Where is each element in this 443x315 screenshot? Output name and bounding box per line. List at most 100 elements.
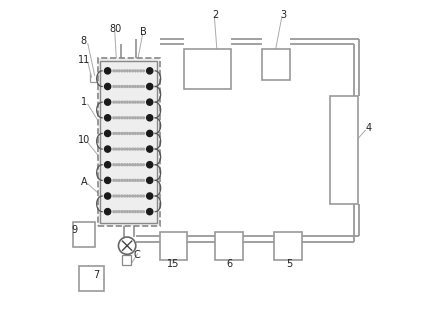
Circle shape	[118, 86, 120, 88]
Circle shape	[124, 180, 125, 181]
Circle shape	[124, 133, 125, 135]
Bar	[98, 59, 159, 226]
Circle shape	[143, 86, 144, 88]
Circle shape	[124, 117, 125, 119]
Circle shape	[121, 86, 123, 88]
Circle shape	[143, 117, 144, 119]
Circle shape	[143, 148, 144, 150]
Circle shape	[105, 68, 111, 74]
Text: B: B	[140, 27, 147, 37]
Circle shape	[126, 133, 128, 135]
Circle shape	[147, 130, 153, 136]
Circle shape	[116, 117, 117, 119]
Circle shape	[126, 86, 128, 88]
Circle shape	[147, 83, 153, 89]
Circle shape	[118, 148, 120, 150]
Circle shape	[126, 117, 128, 119]
Circle shape	[129, 195, 131, 197]
Circle shape	[135, 117, 136, 119]
Circle shape	[135, 133, 136, 135]
Circle shape	[116, 101, 117, 103]
Bar	[184, 49, 231, 89]
Circle shape	[140, 180, 142, 181]
Circle shape	[113, 211, 115, 213]
Circle shape	[124, 101, 125, 103]
Circle shape	[126, 180, 128, 181]
Circle shape	[147, 99, 153, 105]
Circle shape	[113, 70, 115, 72]
Circle shape	[129, 117, 131, 119]
Circle shape	[118, 117, 120, 119]
Circle shape	[124, 148, 125, 150]
Circle shape	[105, 115, 111, 121]
Circle shape	[143, 164, 144, 166]
Circle shape	[126, 70, 128, 72]
Circle shape	[121, 133, 123, 135]
Text: 7: 7	[93, 270, 99, 280]
Bar	[274, 232, 302, 260]
Circle shape	[140, 101, 142, 103]
Circle shape	[140, 195, 142, 197]
Circle shape	[118, 70, 120, 72]
Text: 15: 15	[167, 259, 180, 269]
Circle shape	[126, 148, 128, 150]
Text: 11: 11	[78, 55, 90, 65]
Circle shape	[132, 133, 134, 135]
Circle shape	[118, 237, 136, 254]
Circle shape	[105, 193, 111, 199]
Circle shape	[105, 177, 111, 183]
Circle shape	[116, 86, 117, 88]
Text: 5: 5	[287, 259, 293, 269]
Circle shape	[143, 101, 144, 103]
Circle shape	[129, 148, 131, 150]
Circle shape	[126, 211, 128, 213]
Circle shape	[129, 211, 131, 213]
Circle shape	[137, 86, 139, 88]
Text: 2: 2	[212, 10, 218, 20]
Circle shape	[113, 164, 115, 166]
Bar	[159, 232, 187, 260]
Circle shape	[132, 164, 134, 166]
Circle shape	[113, 180, 115, 181]
Circle shape	[116, 148, 117, 150]
Circle shape	[124, 211, 125, 213]
Circle shape	[147, 146, 153, 152]
Text: C: C	[134, 250, 141, 260]
Circle shape	[140, 117, 142, 119]
Bar	[215, 232, 243, 260]
Circle shape	[113, 195, 115, 197]
Circle shape	[129, 70, 131, 72]
Circle shape	[147, 209, 153, 215]
Circle shape	[140, 164, 142, 166]
Circle shape	[135, 70, 136, 72]
Circle shape	[126, 164, 128, 166]
Circle shape	[135, 180, 136, 181]
Circle shape	[135, 195, 136, 197]
Circle shape	[105, 99, 111, 105]
Circle shape	[147, 162, 153, 168]
Circle shape	[132, 211, 134, 213]
Circle shape	[135, 86, 136, 88]
Bar	[73, 222, 95, 247]
Circle shape	[121, 211, 123, 213]
Circle shape	[132, 195, 134, 197]
Circle shape	[140, 211, 142, 213]
Circle shape	[121, 164, 123, 166]
Circle shape	[113, 86, 115, 88]
Circle shape	[113, 148, 115, 150]
Circle shape	[135, 148, 136, 150]
Circle shape	[129, 180, 131, 181]
Circle shape	[135, 101, 136, 103]
Circle shape	[105, 130, 111, 136]
Circle shape	[124, 70, 125, 72]
Circle shape	[132, 86, 134, 88]
Circle shape	[140, 70, 142, 72]
Circle shape	[129, 101, 131, 103]
Circle shape	[126, 195, 128, 197]
Circle shape	[121, 101, 123, 103]
Circle shape	[118, 164, 120, 166]
Circle shape	[137, 70, 139, 72]
Circle shape	[118, 180, 120, 181]
Text: 8: 8	[81, 37, 87, 46]
Circle shape	[113, 117, 115, 119]
